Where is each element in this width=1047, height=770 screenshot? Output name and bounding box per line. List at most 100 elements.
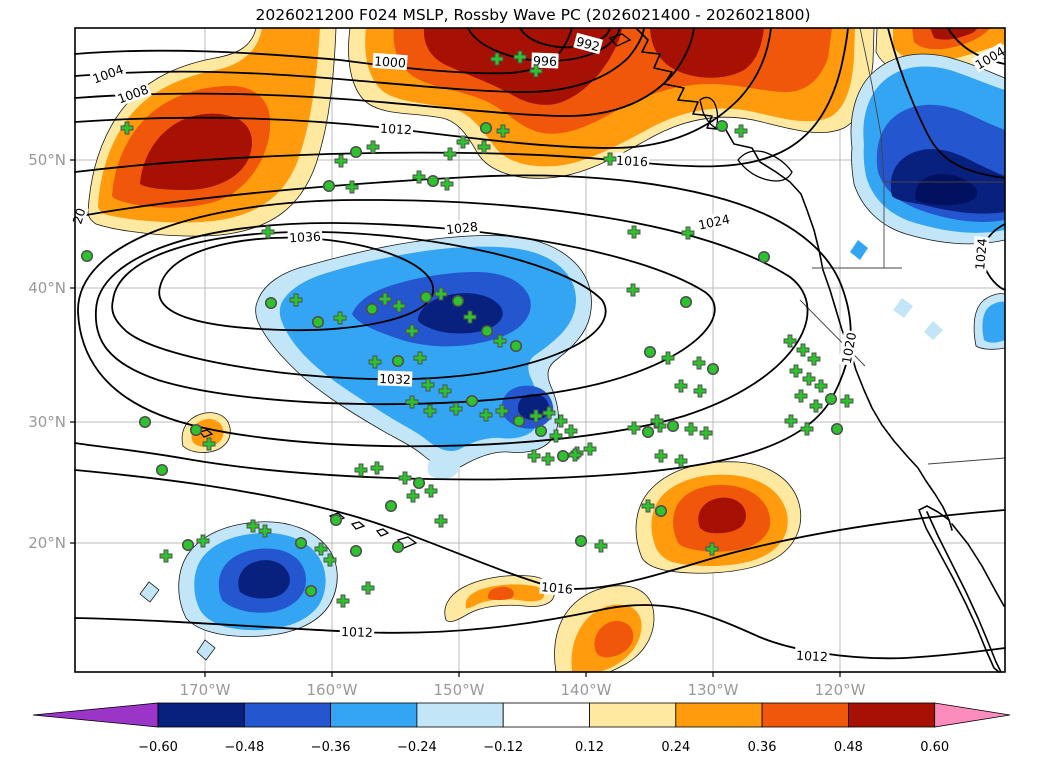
storm-marker-plus bbox=[246, 519, 260, 533]
storm-marker-plus bbox=[674, 454, 688, 468]
storm-marker-plus bbox=[705, 542, 719, 556]
marker-layer bbox=[80, 50, 854, 608]
isobar-label-bg bbox=[377, 370, 413, 387]
storm-marker-plus bbox=[361, 581, 375, 595]
storm-marker-circle bbox=[391, 354, 405, 368]
island bbox=[608, 33, 632, 47]
storm-marker-plus bbox=[334, 154, 348, 168]
storm-marker-plus bbox=[196, 534, 210, 548]
lon-tick-label: 120°W bbox=[815, 681, 866, 699]
storm-marker-plus bbox=[479, 408, 493, 422]
storm-marker-plus bbox=[434, 287, 448, 301]
storm-marker-circle bbox=[329, 513, 343, 527]
isobar-label-bg bbox=[573, 32, 604, 55]
storm-marker-circle bbox=[512, 414, 526, 428]
isobar-label-bg bbox=[378, 120, 414, 137]
island bbox=[737, 150, 793, 182]
storm-marker-circle bbox=[679, 295, 693, 309]
storm-marker-plus bbox=[693, 384, 707, 398]
storm-marker-circle bbox=[426, 174, 440, 188]
colorbar-tick-label: 0.24 bbox=[661, 740, 690, 755]
storm-marker-plus bbox=[809, 399, 823, 413]
isobar-label: 1012 bbox=[341, 624, 373, 640]
storm-marker-plus bbox=[529, 64, 543, 78]
colorbar-arrow-left bbox=[32, 702, 159, 728]
isobar-label-bg bbox=[971, 236, 990, 272]
colorbar-bin bbox=[243, 702, 332, 728]
isobar-label-group: 1024 bbox=[971, 236, 990, 272]
geography-layer bbox=[198, 27, 1006, 673]
isobar-label-bg bbox=[614, 152, 650, 169]
isobar-label: 1012 bbox=[380, 121, 413, 138]
storm-marker-plus bbox=[120, 121, 134, 135]
shading-region bbox=[238, 560, 290, 599]
isobar-1024 bbox=[77, 199, 809, 448]
lon-tick-label: 160°W bbox=[307, 681, 358, 699]
lon-tick-label: 170°W bbox=[180, 681, 231, 699]
colorbar-tick-label: −0.48 bbox=[224, 740, 264, 755]
storm-marker-circle bbox=[451, 294, 465, 308]
isobar-1012 bbox=[74, 27, 772, 149]
storm-marker-circle bbox=[349, 544, 363, 558]
shading-region bbox=[196, 639, 216, 661]
isobar-label: 1016 bbox=[541, 579, 574, 597]
storm-marker-plus bbox=[564, 424, 578, 438]
isobar-1012 bbox=[74, 604, 1006, 660]
isobar-label: 1024 bbox=[972, 237, 990, 270]
colorbar-tick-label: 0.60 bbox=[920, 740, 949, 755]
storm-marker-circle bbox=[304, 584, 318, 598]
storm-marker-plus bbox=[641, 499, 655, 513]
isobar-label: 992 bbox=[575, 34, 602, 55]
lon-tick-label: 140°W bbox=[561, 681, 612, 699]
storm-marker-plus bbox=[463, 310, 477, 324]
isobar-label: 1032 bbox=[379, 371, 411, 387]
isobar-1004 bbox=[947, 27, 1006, 65]
storm-marker-circle bbox=[412, 476, 426, 490]
storm-marker-circle bbox=[643, 345, 657, 359]
storm-marker-plus bbox=[354, 463, 368, 477]
storm-marker-plus bbox=[568, 448, 582, 462]
isobar-label-group: 20 bbox=[68, 204, 89, 228]
storm-marker-plus bbox=[541, 452, 555, 466]
storm-marker-plus bbox=[378, 292, 392, 306]
storm-marker-circle bbox=[465, 394, 479, 408]
isobar-1036 bbox=[158, 236, 434, 332]
storm-marker-plus bbox=[323, 553, 337, 567]
storm-marker-plus bbox=[527, 449, 541, 463]
storm-marker-plus bbox=[554, 414, 568, 428]
isobar-label-group: 1024 bbox=[695, 210, 733, 233]
storm-marker-plus bbox=[405, 395, 419, 409]
isobar-label-bg bbox=[287, 228, 323, 245]
storm-marker-plus bbox=[370, 461, 384, 475]
storm-marker-plus bbox=[654, 449, 668, 463]
storm-marker-plus bbox=[627, 421, 641, 435]
colorbar-bin bbox=[675, 702, 763, 728]
storm-marker-plus bbox=[159, 549, 173, 563]
storm-marker-circle bbox=[264, 296, 278, 310]
isobar-label-group: 1016 bbox=[614, 152, 650, 169]
shading-region bbox=[427, 451, 461, 480]
shading-region bbox=[594, 620, 634, 658]
storm-marker-circle bbox=[349, 145, 363, 159]
isobar-label: 1028 bbox=[445, 219, 478, 237]
lat-tick-label: 50°N bbox=[28, 151, 66, 169]
storm-marker-plus bbox=[684, 422, 698, 436]
colorbar: −0.60 −0.48 −0.36 −0.24 −0.12 0.12 0.24 0.36 0.4… bbox=[32, 702, 1011, 755]
storm-marker-plus bbox=[406, 489, 420, 503]
storm-marker-plus bbox=[681, 226, 695, 240]
storm-marker-circle bbox=[189, 423, 203, 437]
storm-marker-circle bbox=[641, 425, 655, 439]
storm-marker-circle bbox=[480, 324, 494, 338]
storm-marker-plus bbox=[583, 442, 597, 456]
storm-marker-plus bbox=[398, 471, 412, 485]
shading-region bbox=[893, 298, 913, 318]
storm-marker-circle bbox=[509, 339, 523, 353]
storm-marker-circle bbox=[479, 121, 493, 135]
isobar-label-group: 1012 bbox=[378, 120, 414, 138]
storm-marker-plus bbox=[412, 170, 426, 184]
isobar-label: 1020 bbox=[839, 331, 859, 365]
isobar-label: 1004 bbox=[90, 61, 125, 86]
isobar-label: 1036 bbox=[289, 229, 322, 246]
storm-marker-plus bbox=[661, 351, 675, 365]
